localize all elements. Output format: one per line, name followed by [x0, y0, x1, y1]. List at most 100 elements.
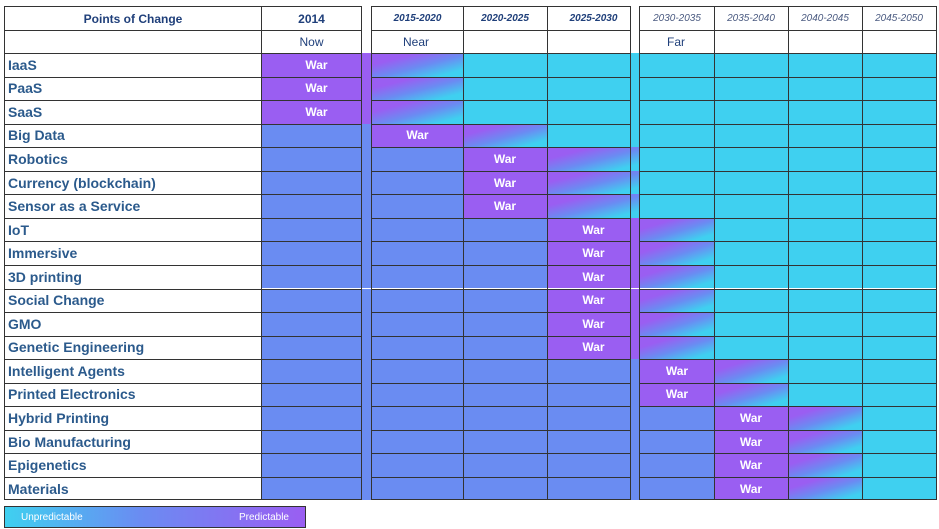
grid-line: [371, 53, 631, 54]
heat-cell: [372, 453, 463, 477]
heat-cell: [862, 312, 936, 336]
heat-cell: [463, 406, 547, 430]
row-label: Epigenetics: [8, 457, 87, 474]
heat-cell: [372, 194, 463, 218]
grid-line: [4, 53, 362, 54]
heat-cell: [862, 217, 936, 242]
grid-line: [4, 406, 362, 408]
heat-cell: [640, 53, 714, 77]
grid-line: [371, 170, 631, 172]
grid-line: [371, 429, 631, 431]
heat-cell: [714, 406, 788, 430]
heat-cell: [372, 147, 463, 171]
heat-cell: [463, 476, 547, 501]
heat-cell: [463, 312, 547, 336]
heat-cell: [788, 406, 862, 430]
heat-cell: [788, 429, 862, 454]
heat-cell: [372, 429, 463, 454]
heat-cell: [547, 406, 640, 430]
heat-cell: [714, 288, 788, 313]
heat-cell: [261, 288, 372, 313]
grid-line: [371, 476, 631, 478]
heat-cell: [261, 76, 372, 101]
grid-line: [463, 7, 464, 501]
heat-cell: [372, 241, 463, 265]
heat-cell: [372, 288, 463, 313]
period-header: 2045-2050: [875, 13, 923, 24]
heat-cell: [372, 217, 463, 242]
heat-cell: [547, 241, 640, 265]
now-label: Now: [299, 34, 324, 49]
heat-cell: [862, 476, 936, 501]
heat-cell: [788, 147, 862, 171]
grid-line: [371, 359, 631, 361]
row-label: Big Data: [8, 127, 65, 144]
heat-cell: [463, 147, 547, 171]
grid-line: [4, 382, 362, 384]
grid-line: [4, 100, 362, 102]
heat-cell: [862, 335, 936, 360]
heat-cell: [372, 76, 463, 101]
grid-line: [4, 217, 362, 219]
heat-cell: [261, 359, 372, 383]
period-header: 2040-2045: [801, 13, 849, 24]
table-panel: [371, 6, 631, 500]
heat-cell: [862, 241, 936, 265]
heat-cell: [547, 170, 640, 195]
grid-line: [371, 123, 631, 125]
grid-line: [4, 170, 362, 172]
heat-cell: [640, 100, 714, 124]
heat-cell: [862, 453, 936, 477]
heat-cell: [788, 123, 862, 148]
period-header: 2020-2025: [481, 13, 529, 24]
heat-cell: [372, 476, 463, 501]
heat-cell: [714, 241, 788, 265]
grid-line: [714, 7, 715, 501]
grid-line: [371, 217, 631, 219]
heat-cell: [714, 194, 788, 218]
heat-cell: [640, 264, 714, 289]
period-header: 2025-2030: [569, 13, 618, 24]
grid-line: [4, 288, 362, 290]
heat-cell: [463, 100, 547, 124]
heat-cell: [788, 241, 862, 265]
legend-bar: Unpredictable Predictable: [4, 506, 306, 528]
heat-cell: [372, 382, 463, 407]
table-panel: [4, 6, 362, 500]
heat-cell: [463, 429, 547, 454]
row-label: Intelligent Agents: [8, 362, 125, 379]
heat-cell: [463, 53, 547, 77]
grid-line: [371, 312, 631, 314]
heat-cell: [862, 359, 936, 383]
row-label: Printed Electronics: [8, 386, 136, 403]
heat-cell: [714, 312, 788, 336]
table-panel: [639, 6, 937, 500]
row-label: Genetic Engineering: [8, 339, 145, 356]
heat-cell: [862, 123, 936, 148]
heat-cell: [372, 406, 463, 430]
period-header: 2035-2040: [727, 13, 775, 24]
row-label: SaaS: [8, 103, 43, 120]
heat-cell: [261, 453, 372, 477]
legend-predictable-label: Predictable: [238, 511, 289, 523]
heat-cell: [714, 264, 788, 289]
heat-cell: [547, 194, 640, 218]
heat-cell: [640, 288, 714, 313]
heat-cell: [547, 453, 640, 477]
heat-cell: [463, 453, 547, 477]
heat-cell: [261, 382, 372, 407]
heat-cell: [640, 217, 714, 242]
heat-cell: [372, 335, 463, 360]
heat-cell: [640, 123, 714, 148]
heat-cell: [372, 100, 463, 124]
heat-cell: [261, 123, 372, 148]
heat-cell: [463, 288, 547, 313]
heat-cell: [640, 194, 714, 218]
heat-cell: [547, 147, 640, 171]
heat-cell: [372, 53, 463, 77]
heat-cell: [547, 53, 640, 77]
grid-line: [371, 30, 631, 31]
year-2014-header: 2014: [298, 11, 325, 26]
heat-cell: [463, 264, 547, 289]
heat-cell: [463, 335, 547, 360]
